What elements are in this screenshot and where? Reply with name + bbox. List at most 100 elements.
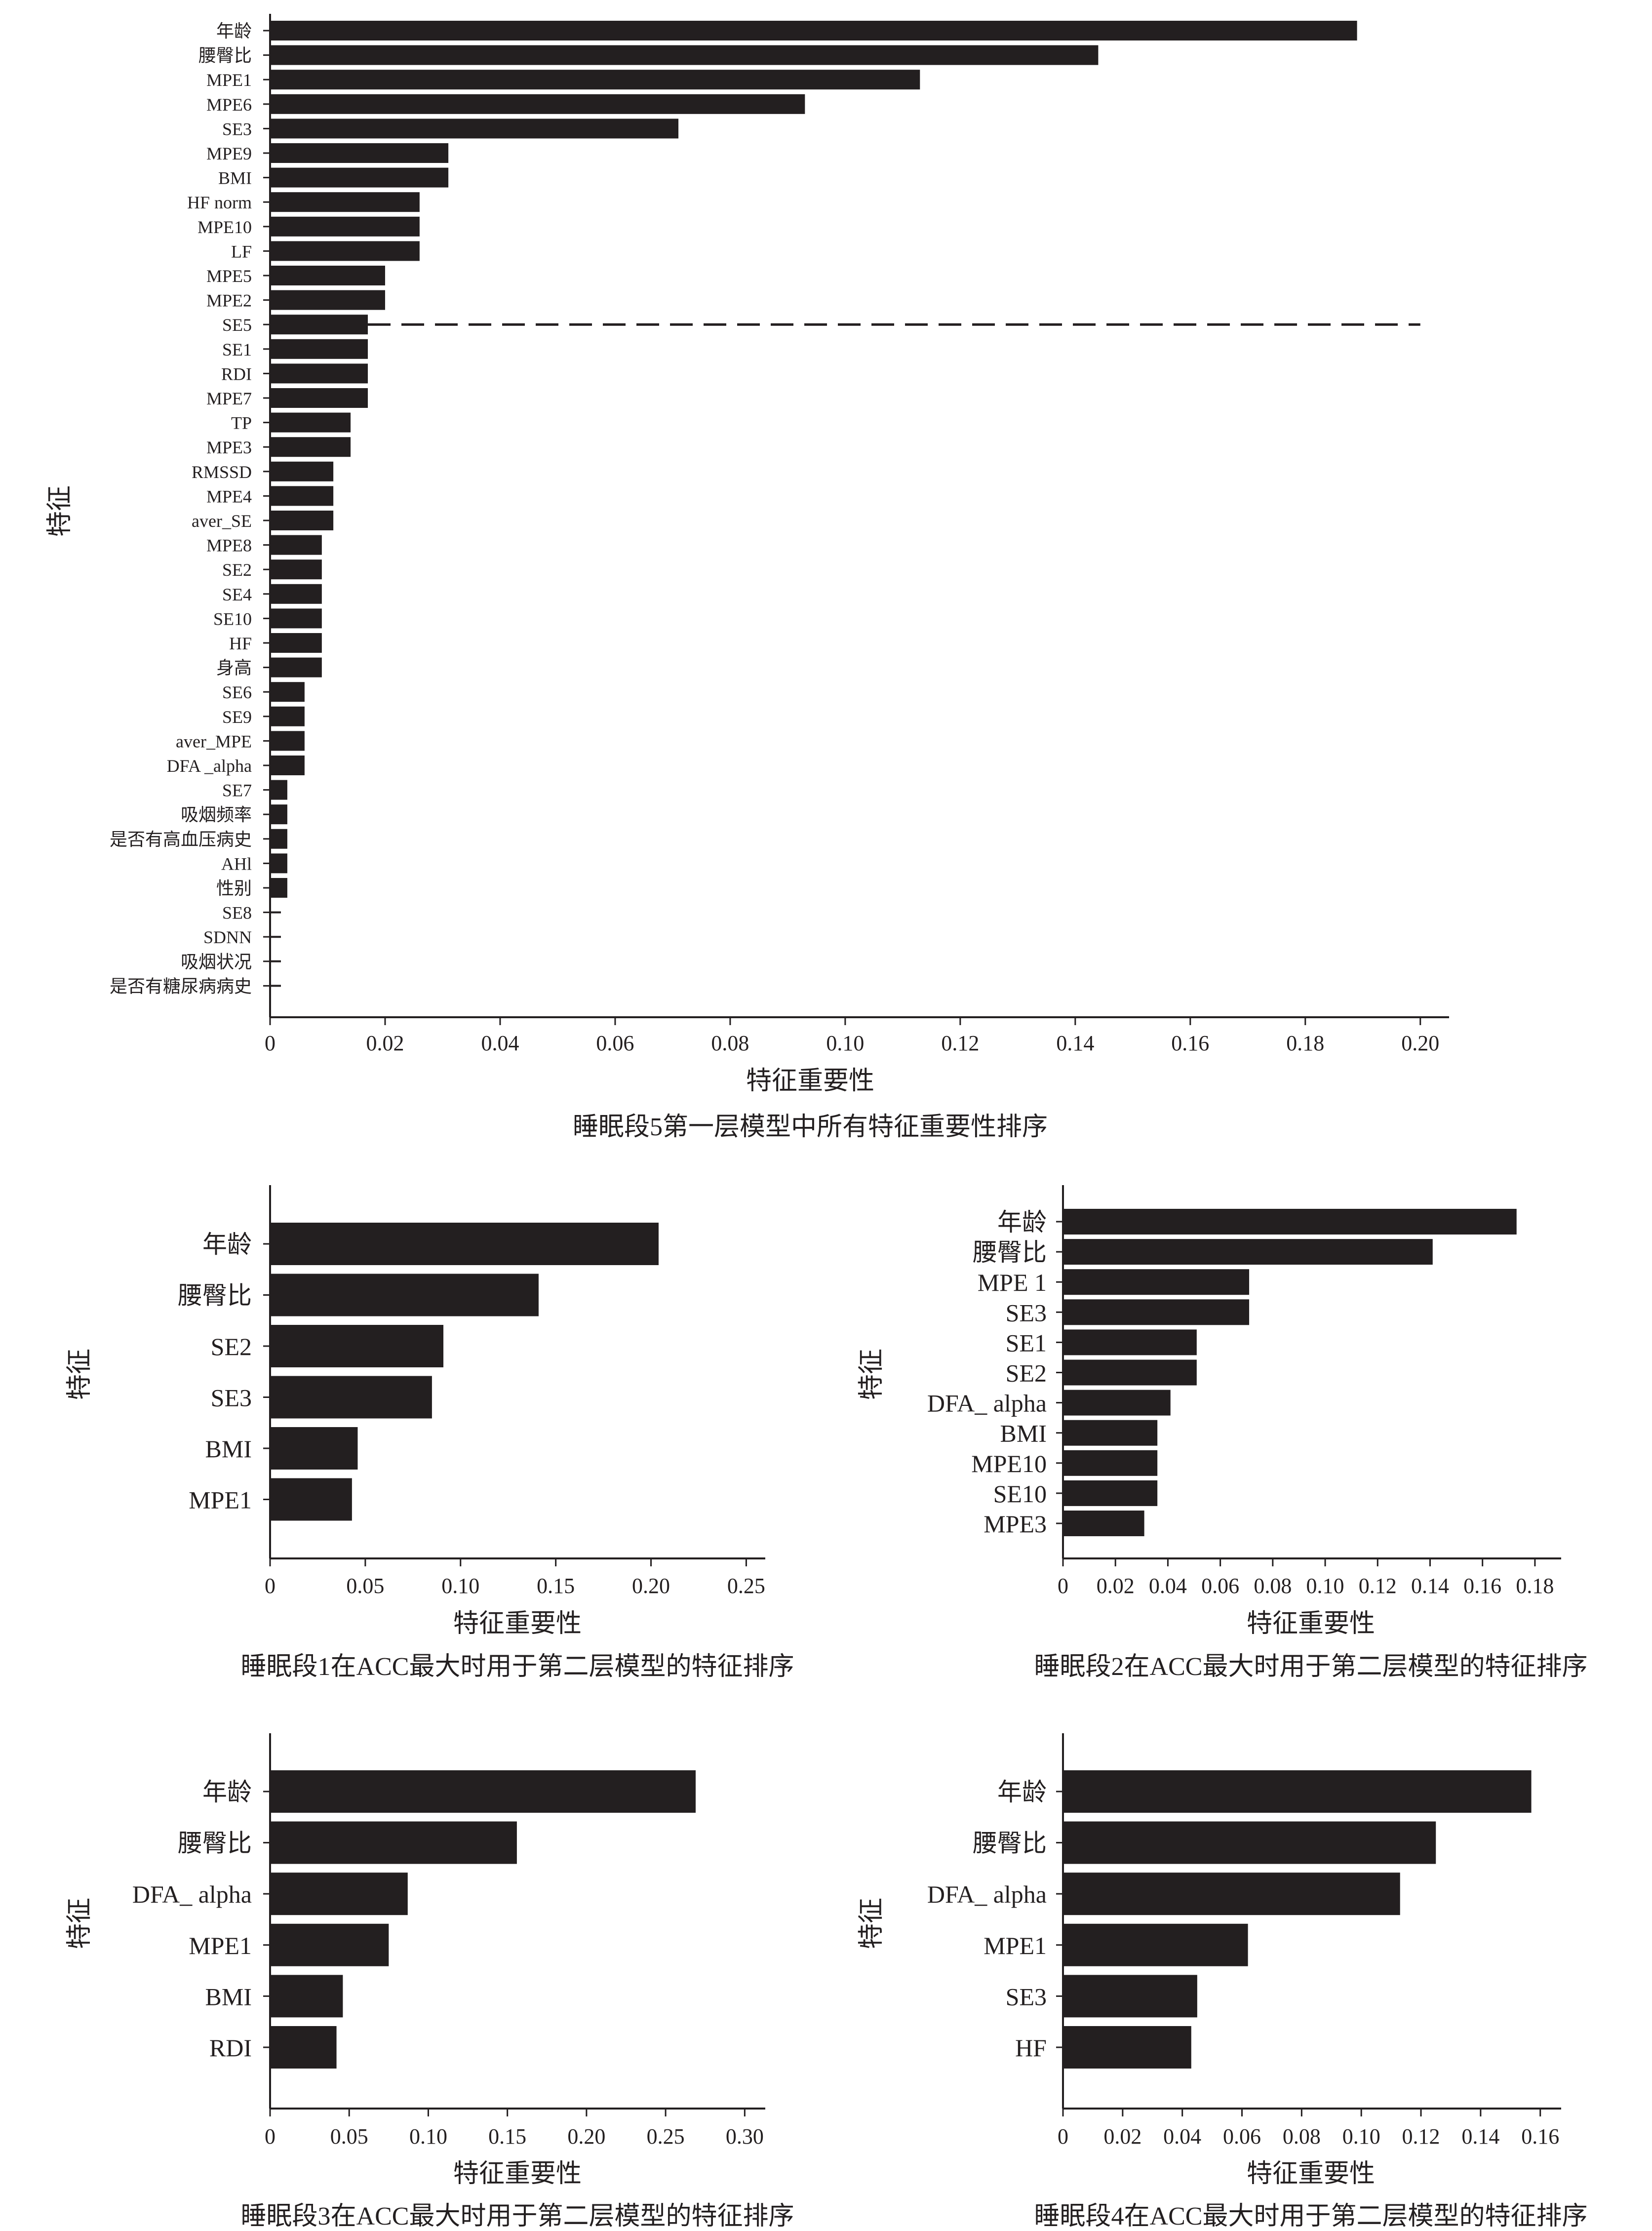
bar	[270, 241, 420, 261]
bar	[270, 804, 287, 825]
category-label: HF norm	[187, 193, 252, 212]
x-tick-label: 0.10	[826, 1031, 864, 1055]
category-label: SE10	[213, 609, 252, 629]
x-tick-label: 0.14	[1411, 1574, 1449, 1598]
category-label: 吸烟状况	[181, 952, 252, 972]
x-tick-label: 0.08	[1283, 2124, 1321, 2149]
chart-caption: 睡眠段1在ACC最大时用于第二层模型的特征排序	[241, 1653, 794, 1681]
x-tick-label: 0.02	[1097, 1574, 1135, 1598]
bar	[270, 388, 368, 408]
category-label: RDI	[209, 2034, 252, 2062]
bar	[270, 682, 305, 702]
bar	[270, 559, 322, 580]
category-label: SE3	[222, 119, 252, 139]
x-axis-title: 特征重要性	[453, 2160, 582, 2188]
x-tick-label: 0.12	[941, 1031, 979, 1055]
category-label: AHl	[221, 854, 252, 874]
category-label: DFA_ alpha	[927, 1880, 1047, 1908]
category-label: SE2	[211, 1333, 252, 1360]
category-label: BMI	[1000, 1420, 1047, 1447]
bar	[270, 2026, 337, 2069]
chart-caption: 睡眠段2在ACC最大时用于第二层模型的特征排序	[1034, 1653, 1588, 1681]
category-label: RDI	[221, 364, 252, 384]
bar	[270, 1427, 358, 1470]
bar	[1063, 1872, 1400, 1915]
category-label: 年龄	[997, 1778, 1047, 1806]
chart-panel-3: 0 0.02 0.04 0.06 0.08 0.10 0.12 0.14 0.16 0.18 年龄腰…	[858, 1185, 1587, 1681]
category-label: MPE1	[189, 1932, 252, 1959]
category-label: SE8	[222, 903, 252, 923]
category-label: 年龄	[997, 1208, 1047, 1236]
x-tick-label: 0.05	[346, 1574, 384, 1598]
bar	[270, 119, 679, 139]
x-tick-label: 0.06	[1223, 2124, 1261, 2149]
category-label: 年龄	[202, 1778, 252, 1806]
category-label: aver_MPE	[176, 731, 252, 751]
bar	[270, 608, 322, 629]
category-label: SE3	[211, 1384, 252, 1412]
category-label: SE2	[222, 560, 252, 580]
bar	[270, 143, 449, 163]
bar	[270, 731, 305, 751]
bar	[270, 1223, 659, 1265]
category-label: MPE8	[206, 536, 252, 556]
y-axis-title: 特征	[66, 1349, 94, 1400]
x-tick-label: 0.05	[330, 2124, 368, 2149]
category-label: TP	[231, 413, 252, 433]
bar	[270, 1821, 517, 1864]
category-label: MPE2	[206, 291, 252, 311]
x-tick-label: 0.25	[647, 2124, 685, 2149]
category-label: 年龄	[216, 21, 252, 41]
bar	[1063, 1239, 1433, 1265]
bar	[1063, 1975, 1197, 2018]
x-tick-label: 0.10	[441, 1574, 479, 1598]
category-label: SE2	[1006, 1359, 1047, 1387]
x-tick-label: 0	[265, 2124, 275, 2149]
bar	[270, 756, 305, 775]
x-axis-title: 特征重要性	[746, 1067, 874, 1095]
category-label: MPE1	[206, 70, 252, 90]
category-label: MPE3	[983, 1510, 1047, 1538]
category-label: 年龄	[202, 1231, 252, 1258]
x-tick-label: 0.16	[1463, 1574, 1501, 1598]
bar	[270, 1274, 539, 1316]
bar	[270, 1478, 352, 1521]
bar	[270, 315, 368, 335]
y-axis-title: 特征	[858, 1349, 886, 1400]
y-axis-title: 特征	[46, 485, 74, 537]
category-label: MPE5	[206, 266, 252, 286]
bar	[1063, 1821, 1436, 1864]
y-axis-title: 特征	[66, 1898, 94, 1949]
bar	[270, 363, 368, 384]
category-label: 腰臀比	[198, 46, 252, 66]
category-label: BMI	[205, 1983, 252, 2010]
category-label: aver_SE	[192, 511, 252, 531]
x-tick-label: 0.15	[537, 1574, 575, 1598]
x-tick-label: 0.04	[1149, 1574, 1187, 1598]
x-tick-label: 0.12	[1402, 2124, 1440, 2149]
x-tick-label: 0.02	[1103, 2124, 1141, 2149]
category-label: LF	[231, 241, 252, 261]
x-tick-label: 0	[265, 1031, 275, 1055]
category-label: 腰臀比	[178, 1282, 252, 1310]
category-label: 腰臀比	[973, 1238, 1047, 1266]
category-label: MPE1	[189, 1486, 252, 1514]
x-tick-label: 0.18	[1516, 1574, 1554, 1598]
x-axis-title: 特征重要性	[1247, 1610, 1375, 1638]
category-label: DFA _alpha	[167, 756, 252, 776]
bar	[1063, 1420, 1158, 1446]
x-tick-label: 0.12	[1359, 1574, 1397, 1598]
x-tick-label: 0.18	[1286, 1031, 1324, 1055]
bar	[270, 1872, 408, 1915]
bar	[270, 45, 1099, 65]
x-tick-label: 0.20	[567, 2124, 605, 2149]
x-tick-label: 0.14	[1461, 2124, 1499, 2149]
category-label: SE7	[222, 781, 252, 800]
bar	[270, 486, 334, 506]
chart-caption: 睡眠段4在ACC最大时用于第二层模型的特征排序	[1034, 2202, 1588, 2231]
x-tick-label: 0.14	[1056, 1031, 1094, 1055]
bar	[270, 706, 305, 726]
category-label: 腰臀比	[973, 1830, 1047, 1857]
